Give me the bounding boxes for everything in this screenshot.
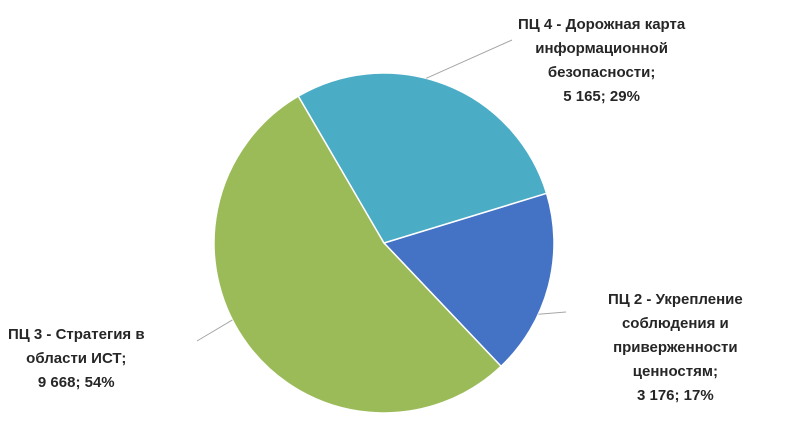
pie-slice-pc2 [382, 192, 555, 368]
slice-label-pc2: ПЦ 2 - Укрепление соблюдения и привержен… [608, 291, 743, 404]
leader-line-pc3 [196, 319, 233, 342]
leader-line-pc2 [538, 311, 567, 315]
leader-lines [196, 39, 567, 342]
leader-line-pc4 [425, 39, 513, 79]
slice-label-pc3: ПЦ 3 - Стратегия в области ИСТ; 9 668; 5… [8, 326, 145, 391]
pie-slices [213, 72, 555, 414]
pie-slice-pc3 [213, 95, 503, 414]
pie-slice-pc4 [297, 72, 548, 244]
slice-label-pc4: ПЦ 4 - Дорожная карта информационной без… [518, 16, 686, 105]
